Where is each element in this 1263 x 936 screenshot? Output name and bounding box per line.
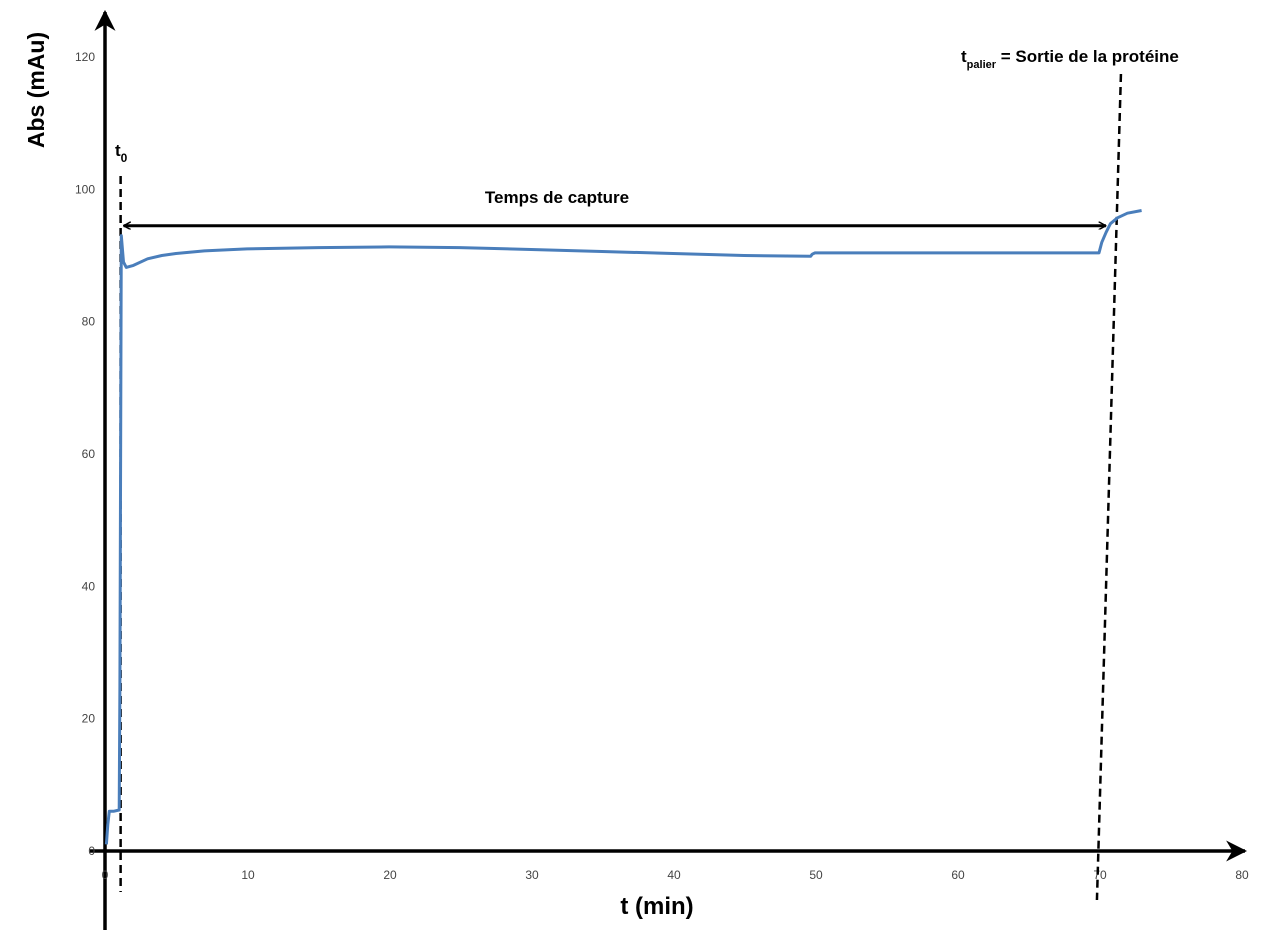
palier-dashed-line (1095, 73, 1123, 901)
x-tick-label: 50 (809, 868, 823, 882)
y-tick-labels: 0 20 40 60 80 100 120 (75, 50, 95, 858)
x-tick-label: 40 (667, 868, 681, 882)
x-tick-label: 10 (241, 868, 255, 882)
x-tick-label: 30 (525, 868, 539, 882)
series-line (104, 209, 1142, 845)
x-tick-labels: 0 10 20 30 40 50 60 70 80 (102, 868, 1249, 882)
palier-label: tpalier = Sortie de la protéine (961, 47, 1179, 71)
x-tick-label: 80 (1235, 868, 1249, 882)
y-tick-label: 120 (75, 50, 95, 64)
y-tick-label: 60 (82, 447, 96, 461)
y-axis-title: Abs (mAu) (23, 32, 49, 148)
x-axis-title: t (min) (620, 893, 693, 920)
capture-label: Temps de capture (485, 188, 629, 207)
x-tick-label: 60 (951, 868, 965, 882)
t0-label: t0 (115, 141, 128, 165)
y-tick-label: 20 (82, 712, 96, 726)
x-tick-label: 20 (383, 868, 397, 882)
x-tick-label: 70 (1093, 868, 1107, 882)
y-tick-label: 0 (88, 844, 95, 858)
y-tick-label: 100 (75, 182, 95, 196)
x-tick-label: 0 (102, 868, 109, 882)
y-tick-label: 40 (82, 579, 96, 593)
y-tick-label: 80 (82, 315, 96, 329)
